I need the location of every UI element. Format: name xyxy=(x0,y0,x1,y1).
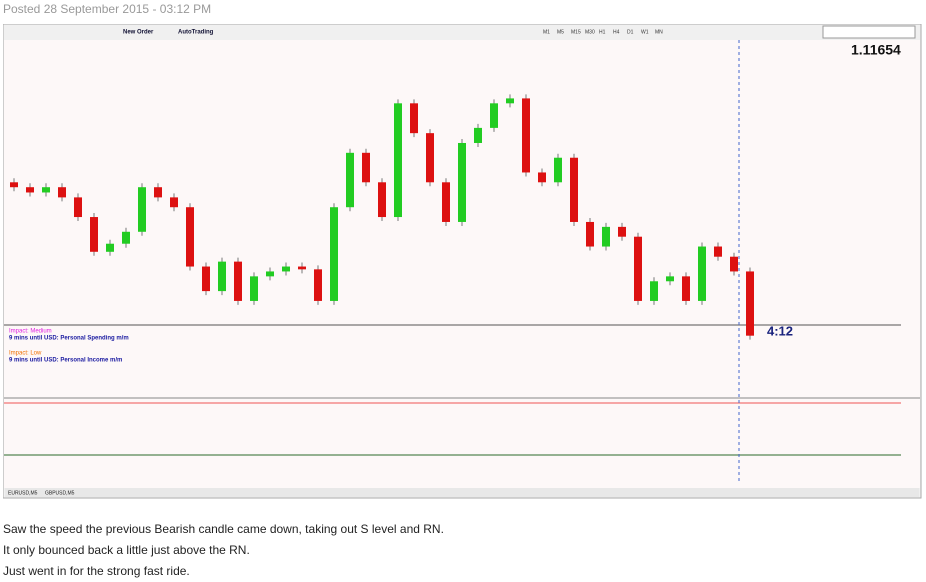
candle xyxy=(170,197,178,208)
candle xyxy=(138,187,146,232)
candle xyxy=(314,269,322,301)
price: 1.11654 xyxy=(851,42,901,58)
candle xyxy=(378,182,386,218)
candle xyxy=(442,182,450,222)
timeframe-button[interactable]: D1 xyxy=(627,29,634,35)
new-order-button[interactable]: New Order xyxy=(123,30,154,36)
post-body: Saw the speed the previous Bearish candl… xyxy=(3,519,444,582)
candle xyxy=(410,103,418,134)
candle xyxy=(234,261,242,301)
candle xyxy=(186,207,194,267)
candle xyxy=(250,276,258,301)
trading-chart: 1.11654 4:12 Impact: Medium 9 mins until… xyxy=(3,24,922,499)
candle xyxy=(74,197,82,218)
candle xyxy=(106,243,114,252)
candle xyxy=(218,261,226,292)
candle xyxy=(682,276,690,301)
candle xyxy=(154,187,162,198)
candle xyxy=(490,103,498,128)
timeframe-button[interactable]: M15 xyxy=(571,29,581,35)
candle xyxy=(570,157,578,222)
post-date: Posted 28 September 2015 - 03:12 PM xyxy=(3,2,212,16)
candle xyxy=(538,172,546,183)
news-impact: Impact: Low xyxy=(9,351,42,357)
body-line: It only bounced back a little just above… xyxy=(3,543,250,557)
candle xyxy=(42,187,50,193)
candle xyxy=(90,217,98,252)
candle xyxy=(618,226,626,237)
news-event: 9 mins until USD: Personal Income m/m xyxy=(9,358,122,364)
timeframe-button[interactable]: W1 xyxy=(641,29,649,35)
news-impact: Impact: Medium xyxy=(9,329,52,335)
candle xyxy=(282,266,290,272)
timeframe-button[interactable]: M30 xyxy=(585,29,595,35)
candle-timer: 4:12 xyxy=(767,323,793,338)
tab-bar xyxy=(5,488,919,497)
candle xyxy=(394,103,402,218)
timeframe-button[interactable]: MN xyxy=(655,29,663,35)
candle xyxy=(202,266,210,292)
candle xyxy=(298,266,306,270)
candle xyxy=(698,246,706,301)
candle xyxy=(362,152,370,183)
candle xyxy=(650,281,658,301)
symbol-tab[interactable]: GBPUSD,M5 xyxy=(45,490,75,496)
body-line: Saw the speed the previous Bearish candl… xyxy=(3,522,444,536)
candle xyxy=(58,187,66,198)
candle xyxy=(426,133,434,183)
candle xyxy=(522,98,530,173)
candle xyxy=(346,152,354,208)
auto-trading-button[interactable]: AutoTrading xyxy=(178,30,214,36)
timeframe-button[interactable]: H4 xyxy=(613,29,620,35)
candle xyxy=(506,98,514,104)
timeframe-button[interactable]: M1 xyxy=(543,29,550,35)
news-event: 9 mins until USD: Personal Spending m/m xyxy=(9,336,129,342)
candle xyxy=(26,187,34,193)
timeframe-button[interactable]: M5 xyxy=(557,29,564,35)
candle xyxy=(586,221,594,247)
candle xyxy=(458,142,466,222)
candle xyxy=(730,256,738,272)
candle xyxy=(602,226,610,247)
candle xyxy=(122,231,130,244)
candle xyxy=(474,127,482,143)
candle xyxy=(746,271,754,336)
candle xyxy=(634,236,642,301)
candle xyxy=(714,246,722,257)
candle xyxy=(666,276,674,282)
search-box[interactable] xyxy=(822,25,916,39)
timeframe-button[interactable]: H1 xyxy=(599,29,606,35)
candle xyxy=(330,207,338,301)
symbol-tab[interactable]: EURUSD,M5 xyxy=(8,490,38,496)
body-line: Just went in for the strong fast ride. xyxy=(3,564,190,578)
candle xyxy=(10,182,18,188)
candle xyxy=(554,157,562,183)
chart-area xyxy=(4,40,920,488)
candle xyxy=(266,271,274,277)
